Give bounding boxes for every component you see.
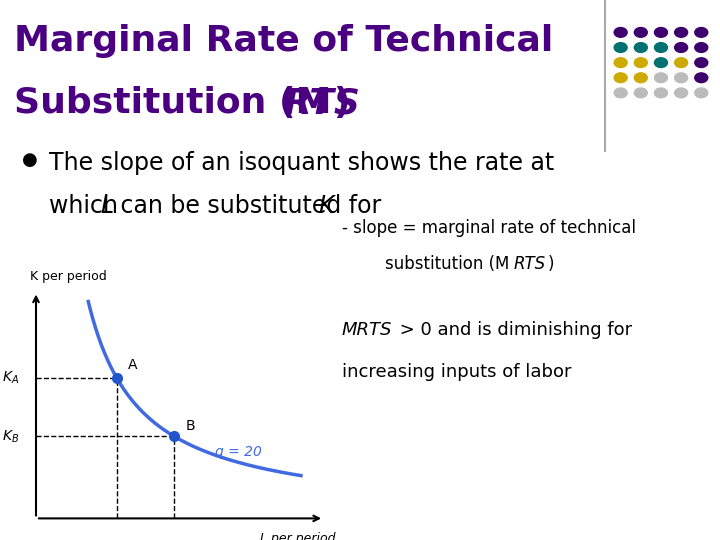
Text: L: L bbox=[101, 194, 114, 218]
Text: - slope = marginal rate of technical: - slope = marginal rate of technical bbox=[342, 219, 636, 237]
Circle shape bbox=[654, 88, 667, 98]
Circle shape bbox=[695, 28, 708, 37]
Text: ): ) bbox=[547, 255, 554, 273]
Circle shape bbox=[695, 73, 708, 83]
Circle shape bbox=[654, 28, 667, 37]
Text: MRTS: MRTS bbox=[342, 321, 392, 339]
Text: $L_A$: $L_A$ bbox=[109, 539, 125, 540]
Circle shape bbox=[695, 43, 708, 52]
Text: RTS: RTS bbox=[283, 86, 360, 120]
Circle shape bbox=[675, 43, 688, 52]
Circle shape bbox=[675, 58, 688, 68]
Text: q = 20: q = 20 bbox=[215, 446, 261, 460]
Circle shape bbox=[654, 43, 667, 52]
Circle shape bbox=[675, 73, 688, 83]
Circle shape bbox=[695, 58, 708, 68]
Text: increasing inputs of labor: increasing inputs of labor bbox=[342, 363, 572, 381]
Circle shape bbox=[634, 28, 647, 37]
Text: ): ) bbox=[333, 86, 350, 120]
Circle shape bbox=[634, 73, 647, 83]
Text: B: B bbox=[186, 418, 195, 433]
Circle shape bbox=[634, 58, 647, 68]
Text: K: K bbox=[318, 194, 334, 218]
Circle shape bbox=[614, 28, 627, 37]
Text: RTS: RTS bbox=[513, 255, 546, 273]
Circle shape bbox=[654, 58, 667, 68]
Text: $K_B$: $K_B$ bbox=[1, 428, 19, 444]
Circle shape bbox=[614, 43, 627, 52]
Circle shape bbox=[695, 88, 708, 98]
Text: Substitution (M: Substitution (M bbox=[14, 86, 332, 120]
Text: A: A bbox=[128, 357, 138, 372]
Text: $K_A$: $K_A$ bbox=[1, 369, 19, 386]
Circle shape bbox=[634, 43, 647, 52]
Text: which: which bbox=[49, 194, 125, 218]
Text: K per period: K per period bbox=[30, 269, 107, 282]
Circle shape bbox=[634, 88, 647, 98]
Circle shape bbox=[614, 88, 627, 98]
Text: ●: ● bbox=[22, 151, 37, 169]
Circle shape bbox=[654, 73, 667, 83]
Text: > 0 and is diminishing for: > 0 and is diminishing for bbox=[394, 321, 632, 339]
Circle shape bbox=[614, 58, 627, 68]
Text: The slope of an isoquant shows the rate at: The slope of an isoquant shows the rate … bbox=[49, 151, 554, 175]
Text: L per period: L per period bbox=[260, 532, 336, 540]
Text: can be substituted for: can be substituted for bbox=[113, 194, 389, 218]
Text: Marginal Rate of Technical: Marginal Rate of Technical bbox=[14, 24, 554, 58]
Circle shape bbox=[614, 73, 627, 83]
Text: substitution (M: substitution (M bbox=[385, 255, 510, 273]
Circle shape bbox=[675, 88, 688, 98]
Text: $L_B$: $L_B$ bbox=[166, 539, 182, 540]
Circle shape bbox=[675, 28, 688, 37]
